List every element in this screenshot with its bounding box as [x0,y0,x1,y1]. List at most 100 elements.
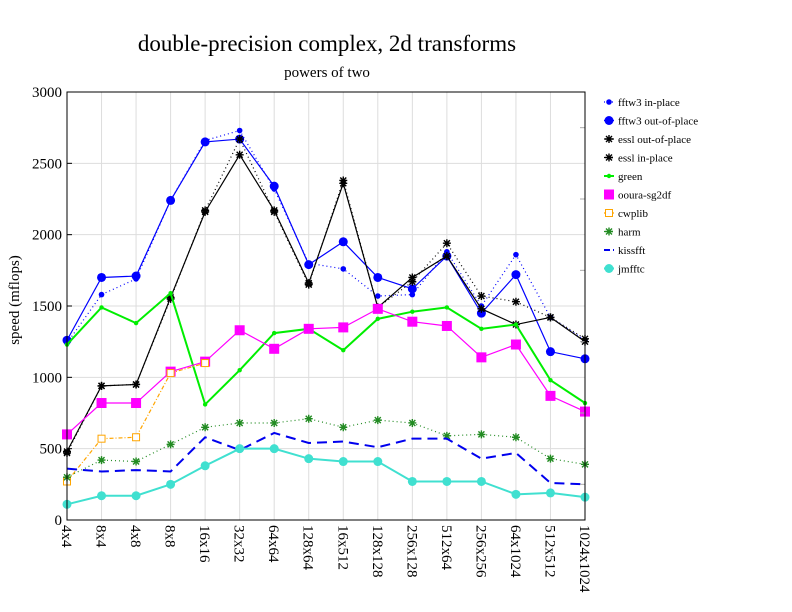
legend-label: cwplib [618,208,648,220]
series-essl-in-place [63,135,589,457]
data-point [269,181,279,191]
data-point [511,433,520,442]
legend-marker [604,116,614,125]
data-point [442,239,451,248]
data-point [200,137,210,147]
data-point [166,369,175,378]
series-line [66,138,586,360]
legend-marker [605,227,613,236]
legend-item: fftw3 out-of-place [604,116,698,128]
data-point [201,423,210,432]
x-tick-label: 512x512 [541,525,557,578]
legend-label: jmfftc [617,264,645,276]
legend-label: harm [618,227,641,239]
data-point [476,476,486,486]
data-point [235,418,244,427]
data-point [166,195,176,205]
y-tick-label: 1000 [32,370,62,386]
legend-item: green [604,171,643,183]
legend-item: jmfftc [604,264,645,276]
data-point [304,260,314,270]
data-point [510,339,521,350]
data-point [372,303,383,314]
data-point [304,414,313,423]
data-point [408,273,417,282]
data-point [236,127,243,134]
series-line [66,418,586,478]
data-point [373,272,383,282]
data-point [477,292,486,301]
data-point [338,457,348,467]
legend-label: green [618,171,643,183]
data-point [513,322,519,327]
x-tick-label: 16x16 [196,525,212,563]
data-point [235,444,245,454]
data-point [373,457,383,467]
x-tick-label: 512x64 [438,525,454,571]
data-point [272,330,277,336]
data-point [166,479,176,489]
y-tick-label: 2500 [32,156,62,172]
data-point [97,381,106,390]
data-point [546,454,555,463]
plot-frame [66,91,586,521]
series-jmfftc [62,444,590,509]
x-tick-label: 8x4 [93,525,109,548]
legend-marker [606,173,612,179]
data-point [375,316,380,322]
legend-item: kissfft [604,245,645,257]
data-point [303,323,314,334]
data-point [407,284,417,294]
series-line [66,137,586,454]
x-tick-label: 4x8 [127,525,143,548]
data-point [97,456,106,465]
data-point [131,398,142,409]
data-point [234,325,245,336]
data-point [479,326,484,332]
data-point [201,359,210,368]
series-line [66,153,586,452]
data-point [166,294,175,303]
data-point [131,271,141,281]
legend-marker [606,99,612,105]
data-point [548,377,553,383]
data-point [97,491,107,501]
y-tick-label: 2000 [32,228,62,244]
data-point [235,150,244,159]
y-tick-label: 1500 [32,299,62,315]
legend-marker [605,209,613,217]
series-green [64,290,588,407]
legend-item: fftw3 in-place [604,97,680,109]
data-point [409,291,416,298]
x-tick-label: 256x256 [472,525,488,578]
data-point [97,434,106,443]
data-point [270,418,279,427]
series-line [66,362,206,482]
data-point [375,293,381,299]
data-point [511,489,521,499]
data-point [97,272,107,282]
data-point [444,305,450,310]
data-point [407,476,417,486]
data-point [269,343,280,354]
y-tick-label: 500 [40,442,63,458]
data-point [96,398,107,409]
data-point [201,206,210,215]
y-tick-label: 0 [55,513,63,529]
x-tick-label: 8x8 [162,525,178,548]
series-line [66,447,586,506]
data-point [340,266,347,272]
series-line [66,129,586,344]
data-point [270,207,279,216]
legend-label: fftw3 out-of-place [618,116,698,128]
data-point [202,402,208,407]
legend-item: essl in-place [604,153,673,165]
data-point [441,320,452,331]
data-point [341,348,346,353]
data-point [99,305,104,310]
x-tick-label: 64x64 [265,525,281,563]
x-tick-label: 64x1024 [507,525,523,578]
data-point [269,444,279,454]
x-tick-label: 128x64 [300,525,316,571]
